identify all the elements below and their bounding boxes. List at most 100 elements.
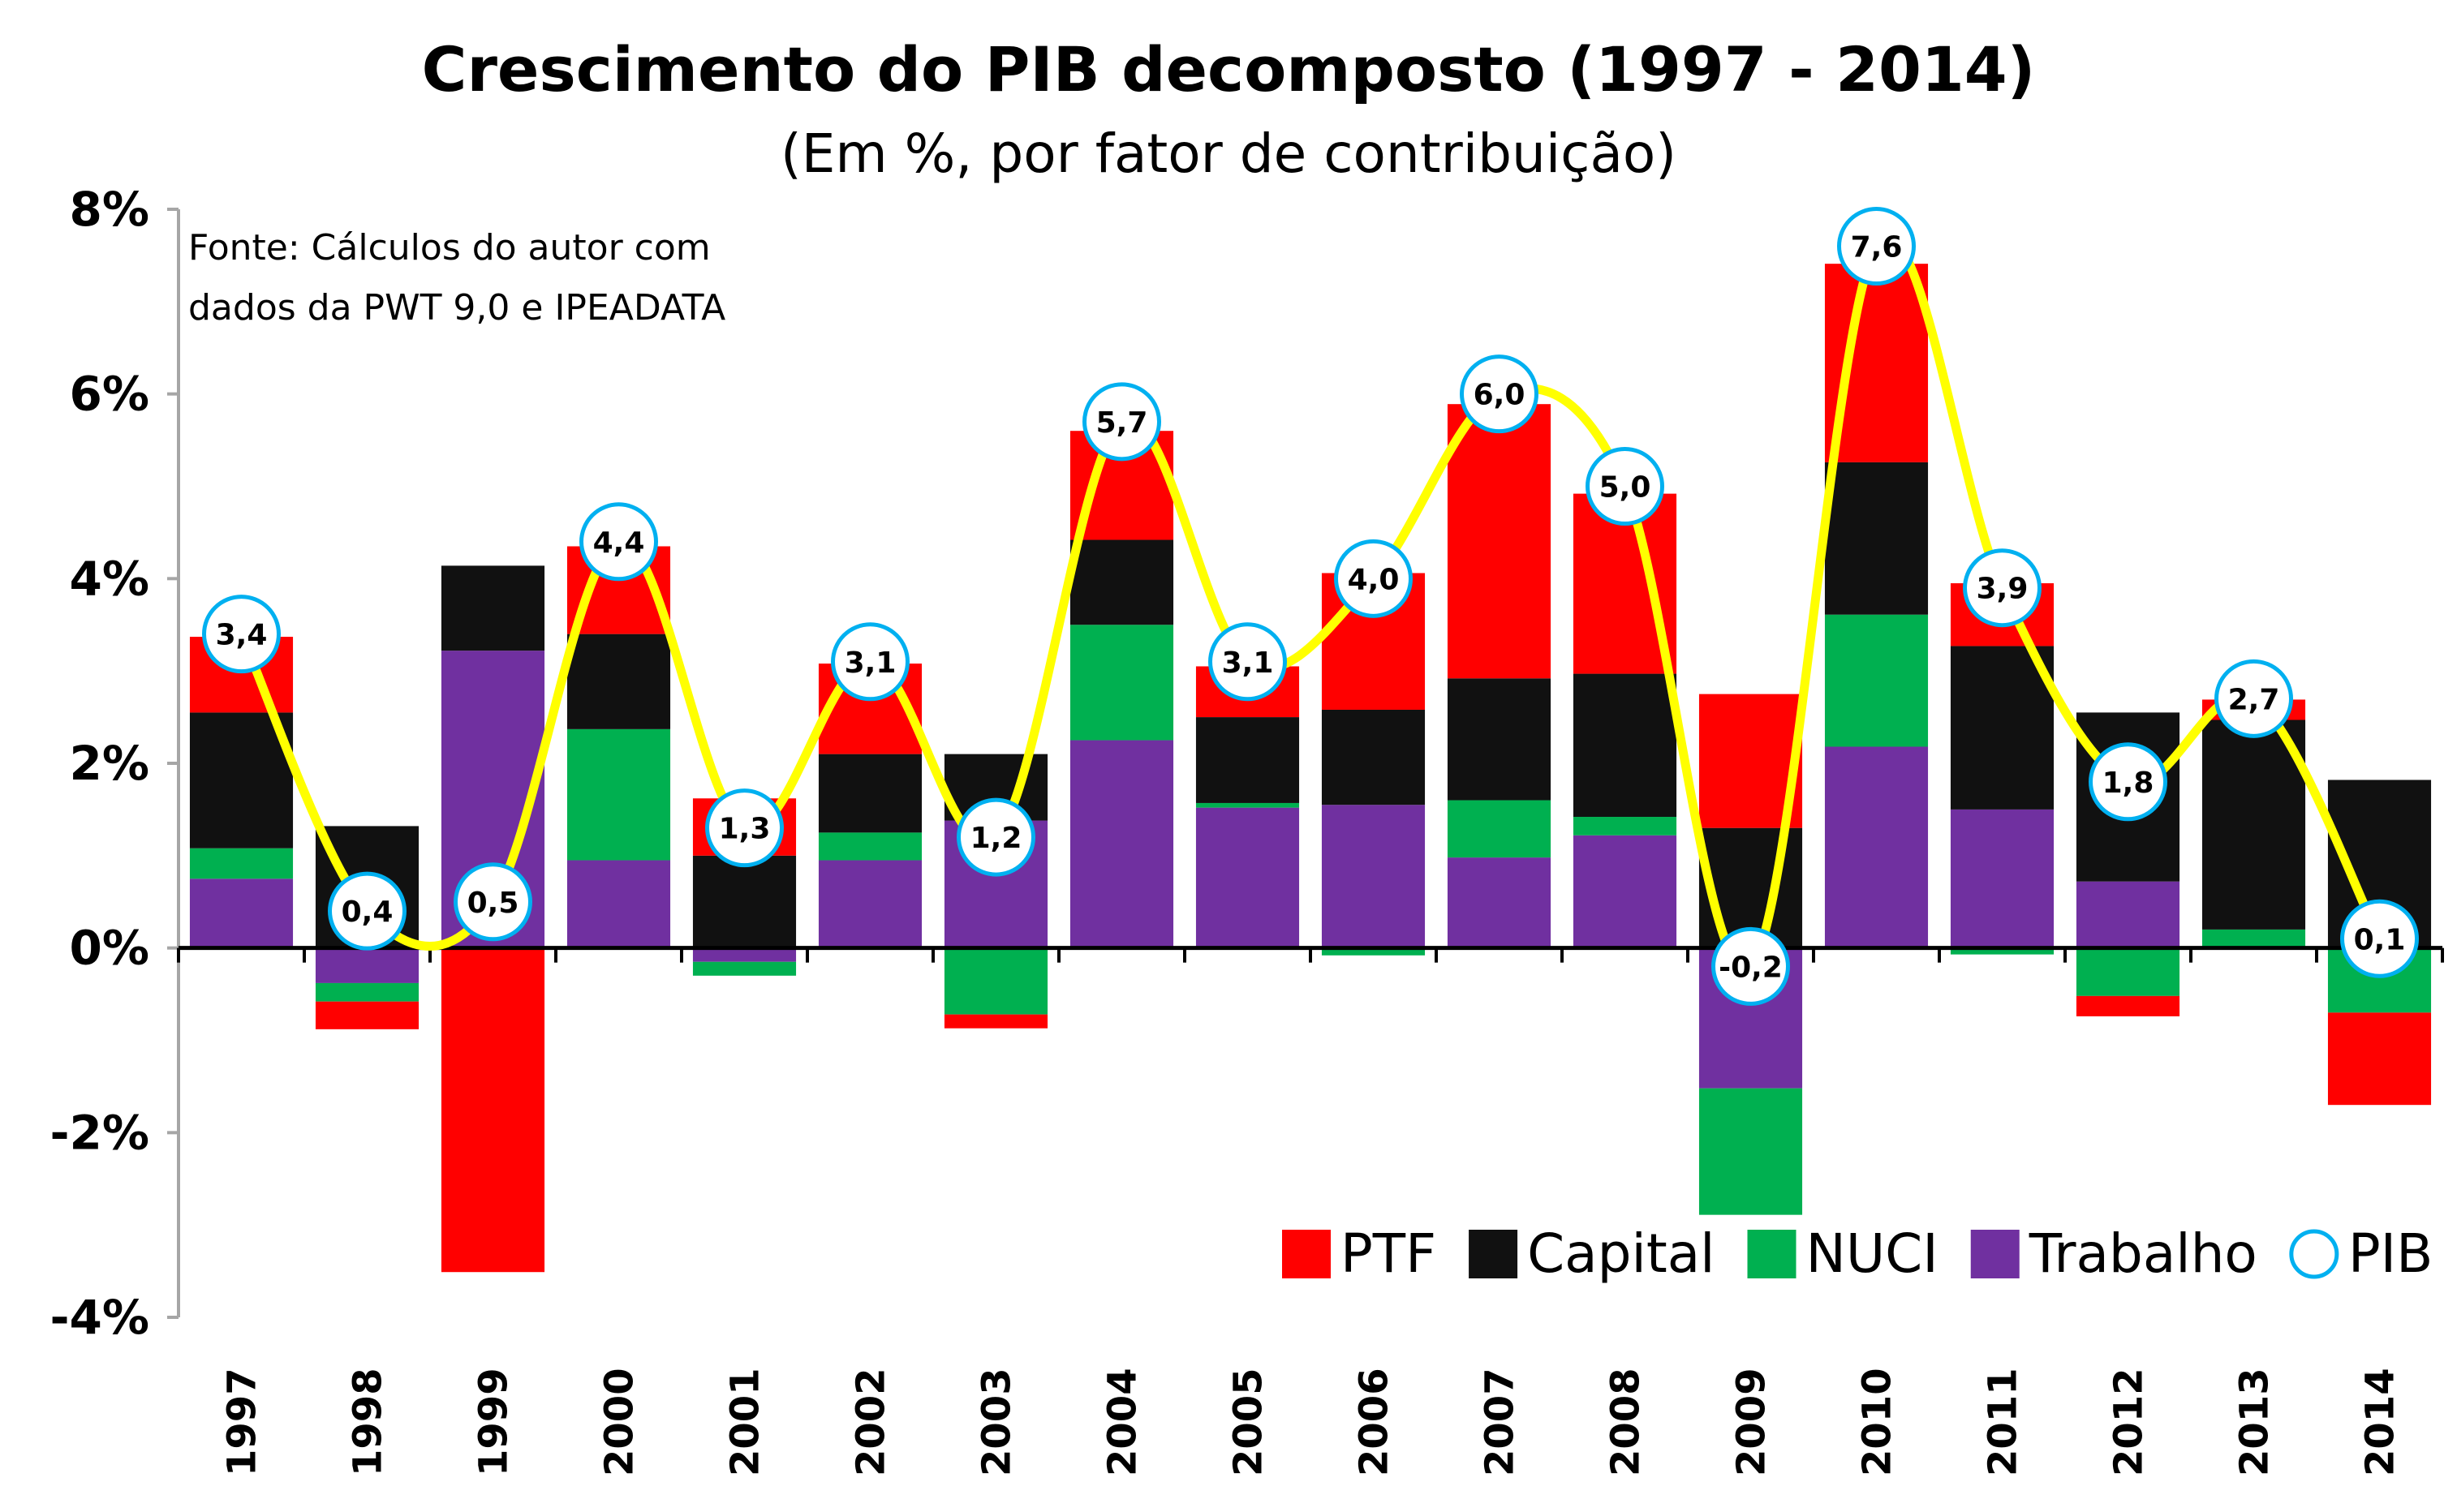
legend-swatch-nuci — [1747, 1230, 1796, 1278]
bar-capital-2007 — [1447, 678, 1551, 801]
bar-nuci-1997 — [189, 848, 294, 879]
pib-data-label-2009: -0,2 — [1719, 951, 1783, 984]
pib-data-label-2008: 5,0 — [1599, 471, 1651, 505]
x-tick-label-2014: 2014 — [2358, 1368, 2403, 1476]
pib-marker-2000 — [579, 502, 658, 582]
x-tick-label-2009: 2009 — [1729, 1368, 1775, 1476]
bar-ptf-2007 — [1447, 404, 1551, 679]
bar-capital-2010 — [1824, 462, 1929, 615]
bar-nuci-2011 — [1950, 947, 2055, 955]
bar-capital-2002 — [818, 754, 923, 833]
bar-nuci-2007 — [1447, 800, 1551, 858]
pib-data-label-2010: 7,6 — [1851, 231, 1903, 264]
x-tick-label-2003: 2003 — [975, 1368, 1020, 1476]
pib-marker-2003 — [957, 797, 1035, 877]
x-tick-label-2005: 2005 — [1226, 1368, 1272, 1476]
pib-marker-1999 — [454, 862, 532, 942]
pib-data-label-2006: 4,0 — [1348, 563, 1400, 596]
x-tick-label-2011: 2011 — [1981, 1368, 2026, 1476]
bar-capital-2013 — [2201, 719, 2306, 930]
pib-data-label-2003: 1,2 — [970, 822, 1022, 855]
pib-marker-2014 — [2340, 899, 2419, 978]
legend-label-capital: Capital — [1527, 1222, 1715, 1285]
bar-nuci-2003 — [944, 947, 1048, 1015]
bar-nuci-2008 — [1573, 817, 1677, 835]
pib-data-label-1999: 0,5 — [467, 887, 519, 920]
y-tick-label: 4% — [70, 551, 149, 606]
pib-data-label-2012: 1,8 — [2102, 767, 2154, 800]
legend-swatch-trabalho — [1970, 1230, 2020, 1278]
x-tick-label-2006: 2006 — [1352, 1368, 1397, 1476]
legend-label-nuci: NUCI — [1806, 1222, 1938, 1285]
source-note-line-2: dados da PWT 9,0 e IPEADATA — [188, 287, 725, 329]
bar-nuci-2010 — [1824, 614, 1929, 747]
bar-nuci-2013 — [2201, 929, 2306, 948]
pib-marker-1998 — [328, 871, 407, 951]
pib-marker-2001 — [705, 788, 784, 868]
bar-nuci-2004 — [1069, 625, 1174, 741]
legend-label-trabalho: Trabalho — [2029, 1222, 2257, 1285]
pib-marker-2012 — [2089, 742, 2167, 822]
x-tick-label-2004: 2004 — [1100, 1368, 1146, 1476]
legend: PTF Capital NUCI Trabalho PIB — [1282, 1222, 2433, 1285]
pib-marker-2008 — [1586, 447, 1664, 526]
bar-nuci-2002 — [818, 832, 923, 861]
pib-data-label-2004: 5,7 — [1096, 406, 1148, 440]
y-tick-label: -2% — [49, 1105, 149, 1160]
bar-capital-2011 — [1950, 646, 2055, 810]
bar-trabalho-2002 — [818, 860, 923, 948]
bar-capital-2001 — [692, 855, 797, 948]
bar-trabalho-2010 — [1824, 746, 1929, 948]
bar-trabalho-1998 — [315, 947, 420, 983]
bar-trabalho-2008 — [1573, 835, 1677, 948]
y-tick-label: 8% — [70, 182, 149, 237]
pib-data-label-2001: 1,3 — [719, 813, 771, 846]
pib-data-label-2000: 4,4 — [593, 526, 645, 560]
bar-trabalho-2012 — [2076, 881, 2180, 948]
bar-nuci-2000 — [566, 728, 671, 861]
plot-area: 8% 6% 4% 2% 0% -2% -4% 1997 1998 1999 2000 2001 2002… — [49, 182, 2444, 1476]
bar-ptf-1998 — [315, 1001, 420, 1029]
bar-nuci-1998 — [315, 982, 420, 1002]
bar-ptf-2003 — [944, 1014, 1048, 1029]
pib-data-label-1997: 3,4 — [216, 619, 268, 652]
chart-title: Crescimento do PIB decomposto (1997 - 20… — [422, 33, 2036, 105]
pib-data-label-2007: 6,0 — [1474, 379, 1525, 412]
x-tick-label-2012: 2012 — [2106, 1368, 2152, 1476]
source-note-line-1: Fonte: Cálculos do autor com — [188, 227, 711, 268]
pib-data-label-2011: 3,9 — [1977, 573, 2029, 606]
bar-ptf-2012 — [2076, 995, 2180, 1016]
bar-nuci-2012 — [2076, 947, 2180, 996]
x-tick-label-2000: 2000 — [597, 1368, 643, 1476]
bar-ptf-2014 — [2327, 1012, 2432, 1106]
bar-capital-2005 — [1195, 717, 1300, 803]
bar-trabalho-2000 — [566, 860, 671, 948]
pib-marker-2002 — [831, 622, 910, 702]
bar-nuci-2009 — [1698, 1088, 1803, 1215]
y-tick-label: 6% — [70, 367, 149, 422]
x-tick-label-2013: 2013 — [2232, 1368, 2278, 1476]
x-tick-label-2008: 2008 — [1603, 1368, 1649, 1476]
legend-swatch-ptf — [1282, 1230, 1331, 1278]
chart-subtitle: (Em %, por fator de contribuição) — [781, 122, 1676, 185]
pib-marker-2009 — [1711, 926, 1790, 1006]
pib-marker-2004 — [1082, 382, 1161, 462]
x-tick-label-2010: 2010 — [1855, 1368, 1900, 1476]
bar-trabalho-2004 — [1069, 740, 1174, 948]
pib-data-label-2013: 2,7 — [2228, 683, 2280, 716]
pib-marker-2005 — [1208, 622, 1287, 702]
x-tick-label-2002: 2002 — [849, 1368, 894, 1476]
x-tick-label-1999: 1999 — [471, 1368, 517, 1476]
legend-swatch-pib — [2289, 1229, 2339, 1279]
bar-trabalho-2007 — [1447, 857, 1551, 948]
bar-ptf-1999 — [441, 947, 545, 1273]
x-tick-label-2001: 2001 — [723, 1368, 768, 1476]
pib-data-label-2002: 3,1 — [845, 646, 897, 680]
bar-capital-2006 — [1321, 709, 1426, 805]
legend-label-ptf: PTF — [1340, 1222, 1436, 1285]
pib-marker-2013 — [2214, 659, 2293, 738]
bar-trabalho-2011 — [1950, 809, 2055, 948]
bar-capital-2008 — [1573, 673, 1677, 818]
bar-nuci-2005 — [1195, 802, 1300, 808]
x-tick-label-2007: 2007 — [1478, 1368, 1523, 1476]
